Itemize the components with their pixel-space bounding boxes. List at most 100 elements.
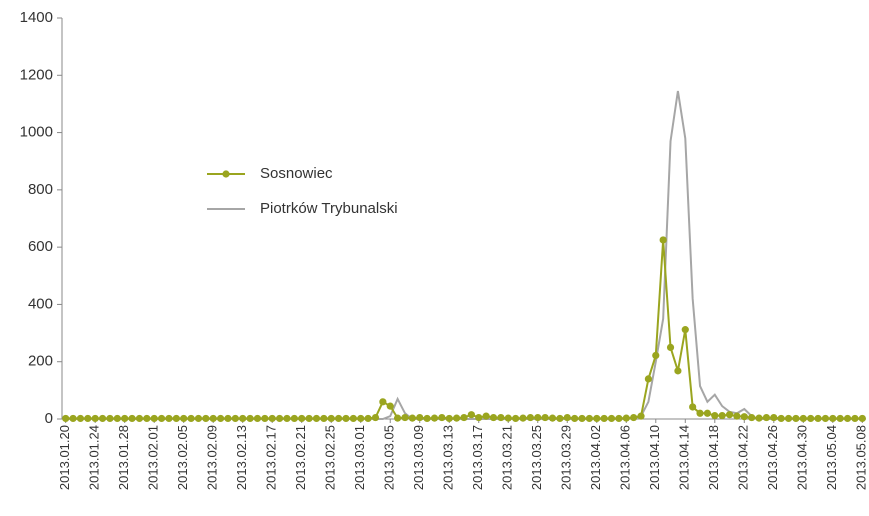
x-tick-label: 2013.01.28 (116, 425, 131, 490)
x-tick-label: 2013.03.01 (352, 425, 367, 490)
data-point (807, 414, 815, 423)
data-point (364, 414, 372, 423)
data-point (637, 412, 645, 420)
x-tick-label: 2013.05.08 (854, 425, 869, 490)
data-point (69, 414, 77, 423)
x-tick-label: 2013.03.17 (470, 425, 485, 490)
data-point (666, 343, 675, 351)
data-point (231, 414, 239, 423)
x-tick-label: 2013.02.09 (205, 425, 220, 490)
y-tick-label: 1200 (20, 66, 53, 83)
data-point (224, 414, 232, 423)
x-tick-label: 2013.04.06 (618, 425, 633, 490)
data-point (703, 409, 712, 417)
legend-label: Sosnowiec (260, 165, 333, 182)
data-point (497, 413, 505, 422)
data-point (283, 414, 291, 423)
x-tick-label: 2013.03.13 (441, 425, 456, 490)
data-point (62, 414, 70, 423)
data-point (298, 414, 306, 423)
data-point (290, 414, 298, 423)
data-point (475, 413, 483, 422)
x-tick-label: 2013.01.20 (57, 425, 72, 490)
data-point (622, 414, 630, 422)
data-point (460, 413, 468, 422)
data-point (652, 351, 660, 360)
series-line (65, 90, 863, 420)
data-point (563, 413, 571, 422)
data-point (681, 326, 689, 334)
data-point (571, 414, 579, 423)
y-tick-label: 800 (28, 181, 53, 198)
data-point (674, 367, 682, 375)
data-point (423, 414, 431, 423)
data-point (504, 414, 512, 422)
x-tick-label: 2013.05.04 (824, 425, 839, 490)
data-point (320, 414, 328, 423)
data-point (689, 403, 697, 411)
y-tick-label: 200 (28, 353, 53, 370)
data-point (755, 414, 763, 422)
data-point (401, 413, 409, 422)
data-point (150, 414, 158, 423)
data-point (718, 411, 726, 420)
data-point (740, 413, 748, 421)
data-point (696, 409, 704, 417)
data-point (209, 414, 217, 423)
x-tick-label: 2013.04.30 (795, 425, 810, 490)
data-point (578, 414, 586, 423)
data-point (519, 414, 527, 422)
data-point (157, 414, 166, 423)
x-tick-label: 2013.03.21 (500, 425, 515, 490)
data-point (748, 413, 756, 422)
data-point (180, 414, 188, 423)
data-point (814, 414, 822, 423)
data-point (548, 414, 557, 422)
data-point (430, 414, 439, 422)
data-point (349, 414, 357, 423)
x-tick-label: 2013.04.14 (677, 425, 692, 490)
data-point (84, 414, 92, 423)
legend-label: Piotrków Trybunalski (260, 200, 398, 217)
data-point (659, 236, 667, 244)
data-point (821, 414, 830, 423)
data-point (541, 413, 549, 422)
x-tick-label: 2013.02.05 (175, 425, 190, 490)
data-point (408, 414, 416, 422)
x-tick-label: 2013.03.05 (382, 425, 397, 490)
data-point (268, 414, 276, 423)
data-point (777, 414, 785, 423)
data-point (762, 413, 771, 422)
x-tick-label: 2013.04.18 (706, 425, 721, 490)
data-point (305, 414, 313, 423)
data-point (121, 414, 129, 423)
data-point (342, 414, 350, 423)
data-point (253, 414, 262, 423)
data-point (76, 414, 85, 423)
y-tick-label: 1000 (20, 124, 53, 141)
data-point (202, 414, 210, 423)
x-tick-label: 2013.02.25 (323, 425, 338, 490)
data-point (128, 414, 136, 423)
x-tick-label: 2013.02.01 (146, 425, 161, 490)
data-point (113, 414, 121, 423)
x-tick-label: 2013.03.25 (529, 425, 544, 490)
x-tick-label: 2013.04.26 (765, 425, 780, 490)
x-tick-label: 2013.01.24 (87, 425, 102, 490)
data-point (482, 412, 490, 420)
x-tick-label: 2013.03.09 (411, 425, 426, 490)
x-tick-label: 2013.02.21 (293, 425, 308, 490)
data-point (187, 414, 195, 423)
data-point (246, 414, 254, 423)
data-point (829, 414, 837, 423)
legend-marker (222, 170, 230, 178)
data-point (526, 413, 534, 422)
data-point (371, 413, 380, 422)
x-tick-label: 2013.04.10 (647, 425, 662, 490)
data-point (556, 414, 564, 423)
data-point (438, 413, 446, 422)
data-point (165, 414, 173, 423)
data-point (261, 414, 269, 423)
data-point (275, 414, 284, 423)
